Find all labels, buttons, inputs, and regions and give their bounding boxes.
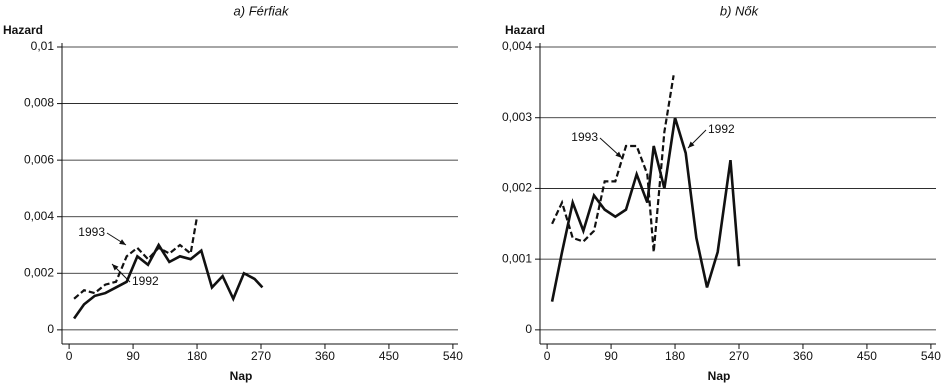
x-tick-label: 0: [66, 349, 73, 363]
y-tick-label: 0,01: [31, 39, 55, 53]
x-tick-label: 270: [251, 349, 271, 363]
series-label: 1993: [571, 130, 598, 144]
x-tick-label: 360: [793, 349, 813, 363]
x-axis-label: Nap: [708, 369, 731, 383]
chart-title: b) Nők: [720, 3, 760, 18]
x-tick-label: 0: [544, 349, 551, 363]
y-axis-label: Hazard: [505, 23, 545, 37]
x-tick-label: 450: [379, 349, 399, 363]
y-tick-label: 0: [525, 322, 532, 336]
x-axis-label: Nap: [230, 369, 253, 383]
arrow-head: [615, 151, 622, 158]
y-tick-label: 0,008: [24, 96, 54, 110]
x-tick-label: 540: [921, 349, 941, 363]
y-tick-label: 0,003: [502, 110, 532, 124]
line-series: [73, 216, 199, 300]
arrow-head: [119, 239, 126, 245]
chart-title: a) Férfiak: [234, 3, 290, 18]
y-tick-label: 0,006: [24, 152, 54, 166]
line-series: [550, 117, 741, 302]
arrow-head: [688, 141, 695, 148]
y-tick-label: 0: [47, 322, 54, 336]
y-tick-label: 0,001: [502, 251, 532, 265]
y-tick-label: 0,004: [24, 209, 54, 223]
line-series: [73, 242, 264, 320]
y-tick-label: 0,002: [24, 265, 54, 279]
x-tick-label: 90: [604, 349, 618, 363]
series-label: 1993: [78, 225, 105, 239]
x-tick-label: 180: [187, 349, 207, 363]
y-tick-label: 0,004: [502, 39, 532, 53]
x-tick-label: 450: [857, 349, 877, 363]
x-tick-label: 180: [665, 349, 685, 363]
x-tick-label: 360: [315, 349, 335, 363]
line-series: [551, 75, 675, 253]
y-tick-label: 0,002: [502, 181, 532, 195]
x-tick-label: 270: [729, 349, 749, 363]
x-tick-label: 90: [126, 349, 140, 363]
x-tick-label: 540: [443, 349, 463, 363]
y-axis-label: Hazard: [3, 23, 43, 37]
series-label: 1992: [132, 274, 159, 288]
arrow-head: [112, 264, 119, 271]
series-label: 1992: [708, 122, 735, 136]
